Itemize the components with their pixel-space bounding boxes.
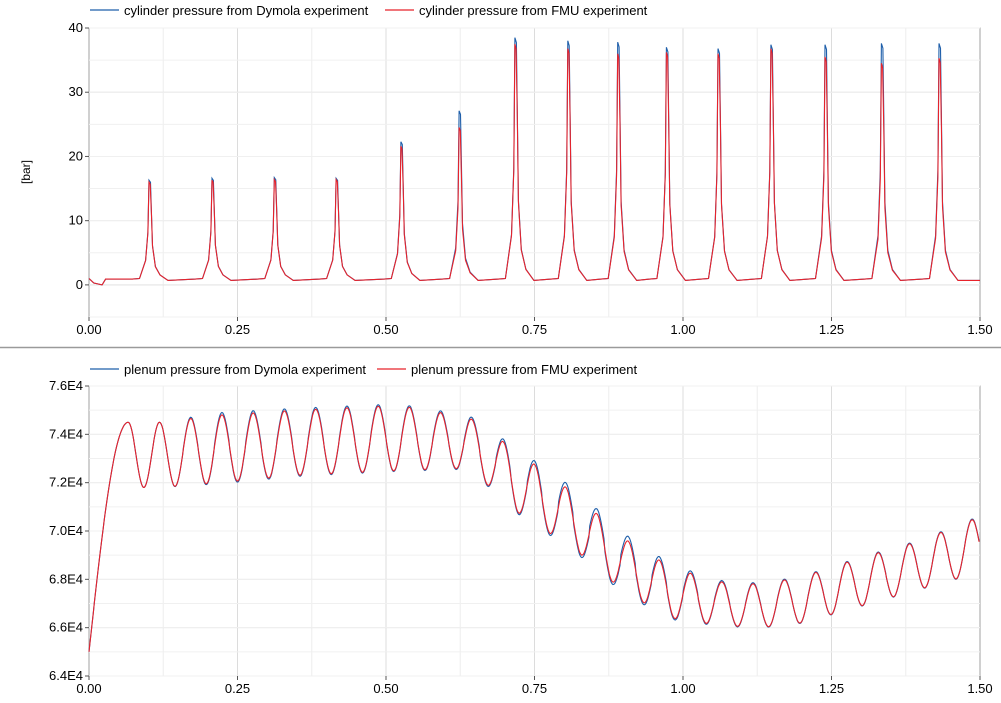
- y-tick-label: 0: [76, 277, 83, 292]
- legend-label-dymola: plenum pressure from Dymola experiment: [124, 362, 366, 377]
- x-tick-label: 0.75: [522, 681, 547, 696]
- series-line-fmu: [88, 405, 980, 652]
- grid: [89, 27, 980, 318]
- y-tick-label: 40: [69, 20, 83, 35]
- y-axis-ticks: 6.4E4 6.6E4 6.8E4 7.0E4 7.2E4 7.4E4 7.6E4: [49, 378, 89, 683]
- x-tick-label: 0.25: [225, 681, 250, 696]
- y-tick-label: 6.8E4: [49, 571, 83, 586]
- y-tick-label: 20: [69, 148, 83, 163]
- x-tick-label: 0.50: [373, 681, 398, 696]
- series-line-fmu: [88, 43, 980, 286]
- x-tick-label: 1.25: [819, 322, 844, 337]
- x-tick-label: 0.00: [76, 681, 101, 696]
- legend-label-fmu: cylinder pressure from FMU experiment: [419, 3, 648, 18]
- x-tick-label: 0.75: [522, 322, 547, 337]
- series-group: [88, 404, 980, 652]
- x-tick-label: 1.50: [967, 681, 992, 696]
- y-tick-label: 7.6E4: [49, 378, 83, 393]
- x-tick-label: 1.00: [670, 322, 695, 337]
- x-tick-label: 0.50: [373, 322, 398, 337]
- x-tick-label: 0.00: [76, 322, 101, 337]
- x-axis-ticks: 0.00 0.25 0.50 0.75 1.00 1.25 1.50: [76, 676, 993, 696]
- y-tick-label: 6.6E4: [49, 620, 83, 635]
- cylinder-pressure-plot: 0 10 20 30 40 0.00 0.25 0.50 0.75 1.00 1.25 1.50 c…: [19, 3, 993, 337]
- y-tick-label: 6.4E4: [49, 668, 83, 683]
- y-axis-ticks: 0 10 20 30 40: [69, 20, 89, 292]
- x-tick-label: 0.25: [225, 322, 250, 337]
- y-tick-label: 7.4E4: [49, 426, 83, 441]
- y-tick-label: 7.0E4: [49, 523, 83, 538]
- plenum-pressure-plot: 6.4E4 6.6E4 6.8E4 7.0E4 7.2E4 7.4E4 7.6E4 0.00…: [49, 362, 993, 696]
- y-tick-label: 10: [69, 213, 83, 228]
- x-axis-ticks: 0.00 0.25 0.50 0.75 1.00 1.25 1.50: [76, 317, 993, 337]
- legend-label-fmu: plenum pressure from FMU experiment: [411, 362, 638, 377]
- legend: plenum pressure from Dymola experiment p…: [90, 362, 638, 377]
- legend: cylinder pressure from Dymola experiment…: [90, 3, 648, 18]
- x-tick-label: 1.50: [967, 322, 992, 337]
- x-tick-label: 1.00: [670, 681, 695, 696]
- y-tick-label: 30: [69, 84, 83, 99]
- x-tick-label: 1.25: [819, 681, 844, 696]
- y-tick-label: 7.2E4: [49, 475, 83, 490]
- series-group: [88, 37, 980, 286]
- legend-label-dymola: cylinder pressure from Dymola experiment: [124, 3, 369, 18]
- y-axis-label: [bar]: [19, 160, 33, 184]
